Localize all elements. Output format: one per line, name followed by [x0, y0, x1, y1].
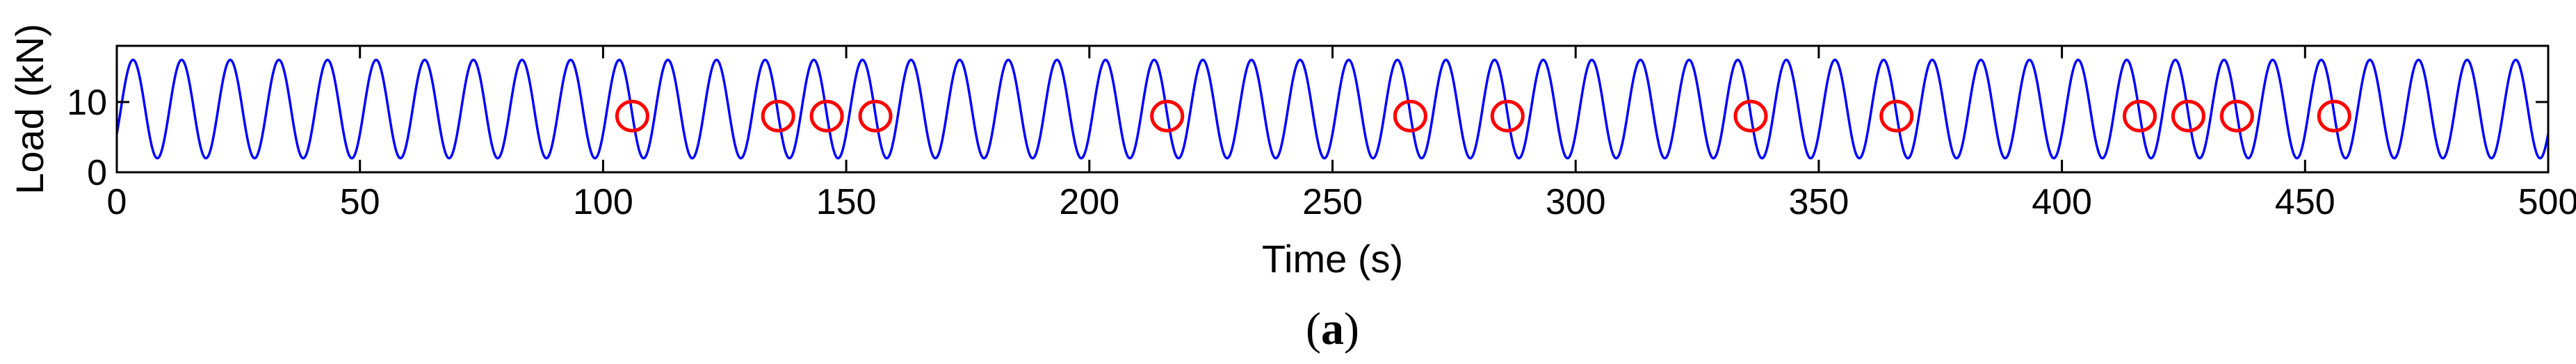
- caption-open-paren: (: [1306, 304, 1321, 354]
- marker-layer: [615, 99, 2351, 133]
- x-tick-label-100: 100: [573, 182, 633, 222]
- x-tick-label-450: 450: [2275, 182, 2335, 222]
- x-tick-label-400: 400: [2032, 182, 2092, 222]
- event-marker-11: [2219, 99, 2254, 133]
- event-marker-2: [809, 99, 844, 133]
- figure-caption: (a): [1306, 304, 1359, 354]
- event-marker-6: [1490, 99, 1525, 133]
- caption-letter: a: [1321, 304, 1344, 354]
- x-tick-label-350: 350: [1789, 182, 1849, 222]
- event-marker-4: [1150, 99, 1185, 133]
- event-marker-1: [761, 99, 795, 133]
- event-marker-12: [2317, 99, 2351, 133]
- event-marker-9: [2123, 99, 2157, 133]
- event-marker-10: [2171, 99, 2205, 133]
- x-tick-label-500: 500: [2518, 182, 2576, 222]
- series-layer: [115, 58, 2550, 160]
- y-tick-label-0: 0: [87, 153, 107, 193]
- x-tick-label-50: 50: [340, 182, 380, 222]
- x-axis-label: Time (s): [1262, 237, 1403, 281]
- event-marker-0: [615, 99, 649, 133]
- load-series-line-0: [115, 58, 2550, 160]
- x-tick-label-0: 0: [107, 182, 127, 222]
- x-tick-label-250: 250: [1302, 182, 1363, 222]
- event-marker-7: [1733, 99, 1768, 133]
- y-tick-label-10: 10: [67, 83, 107, 123]
- event-marker-3: [858, 99, 893, 133]
- event-marker-5: [1393, 99, 1427, 133]
- event-marker-8: [1879, 99, 1914, 133]
- caption-close-paren: ): [1344, 304, 1359, 354]
- x-tick-label-300: 300: [1546, 182, 1606, 222]
- y-axis-label: Load (kN): [8, 24, 51, 195]
- tick-layer: 0 50 100 150 200 250 300 350 400 450 500 0 10: [67, 46, 2576, 222]
- x-tick-label-150: 150: [816, 182, 877, 222]
- x-tick-label-200: 200: [1059, 182, 1119, 222]
- plot-frame: [115, 44, 2550, 174]
